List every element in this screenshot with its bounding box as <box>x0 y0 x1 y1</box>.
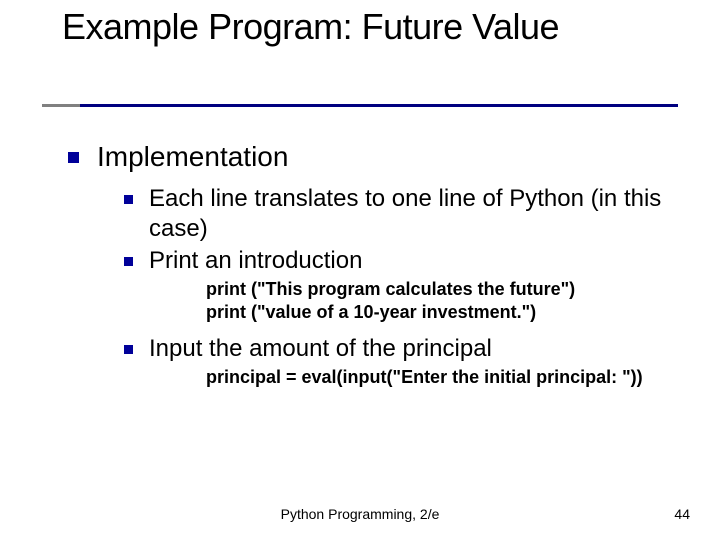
list-item-label: Print an introduction <box>149 246 362 276</box>
code-line: print ("This program calculates the futu… <box>206 278 678 301</box>
title-underline-navy <box>80 104 678 107</box>
slide-title: Example Program: Future Value <box>62 6 662 47</box>
square-bullet-icon <box>124 345 133 354</box>
code-line: print ("value of a 10-year investment.") <box>206 301 678 324</box>
list-item: Each line translates to one line of Pyth… <box>124 184 678 244</box>
code-line: principal = eval(input("Enter the initia… <box>206 366 678 389</box>
list-item: Implementation <box>68 140 678 174</box>
title-underline-gray <box>42 104 80 107</box>
code-block: principal = eval(input("Enter the initia… <box>206 366 678 389</box>
code-block: print ("This program calculates the futu… <box>206 278 678 325</box>
list-item-label: Implementation <box>97 140 288 174</box>
slide-body: Implementation Each line translates to o… <box>68 140 678 400</box>
square-bullet-icon <box>124 195 133 204</box>
list-item: Print an introduction <box>124 246 678 276</box>
list-item: Input the amount of the principal <box>124 334 678 364</box>
list-item-label: Input the amount of the principal <box>149 334 492 364</box>
page-number: 44 <box>674 506 690 522</box>
slide: Example Program: Future Value Implementa… <box>0 0 720 540</box>
footer-text: Python Programming, 2/e <box>0 506 720 522</box>
square-bullet-icon <box>68 152 79 163</box>
sub-list: Each line translates to one line of Pyth… <box>124 184 678 390</box>
list-item-label: Each line translates to one line of Pyth… <box>149 184 678 244</box>
square-bullet-icon <box>124 257 133 266</box>
